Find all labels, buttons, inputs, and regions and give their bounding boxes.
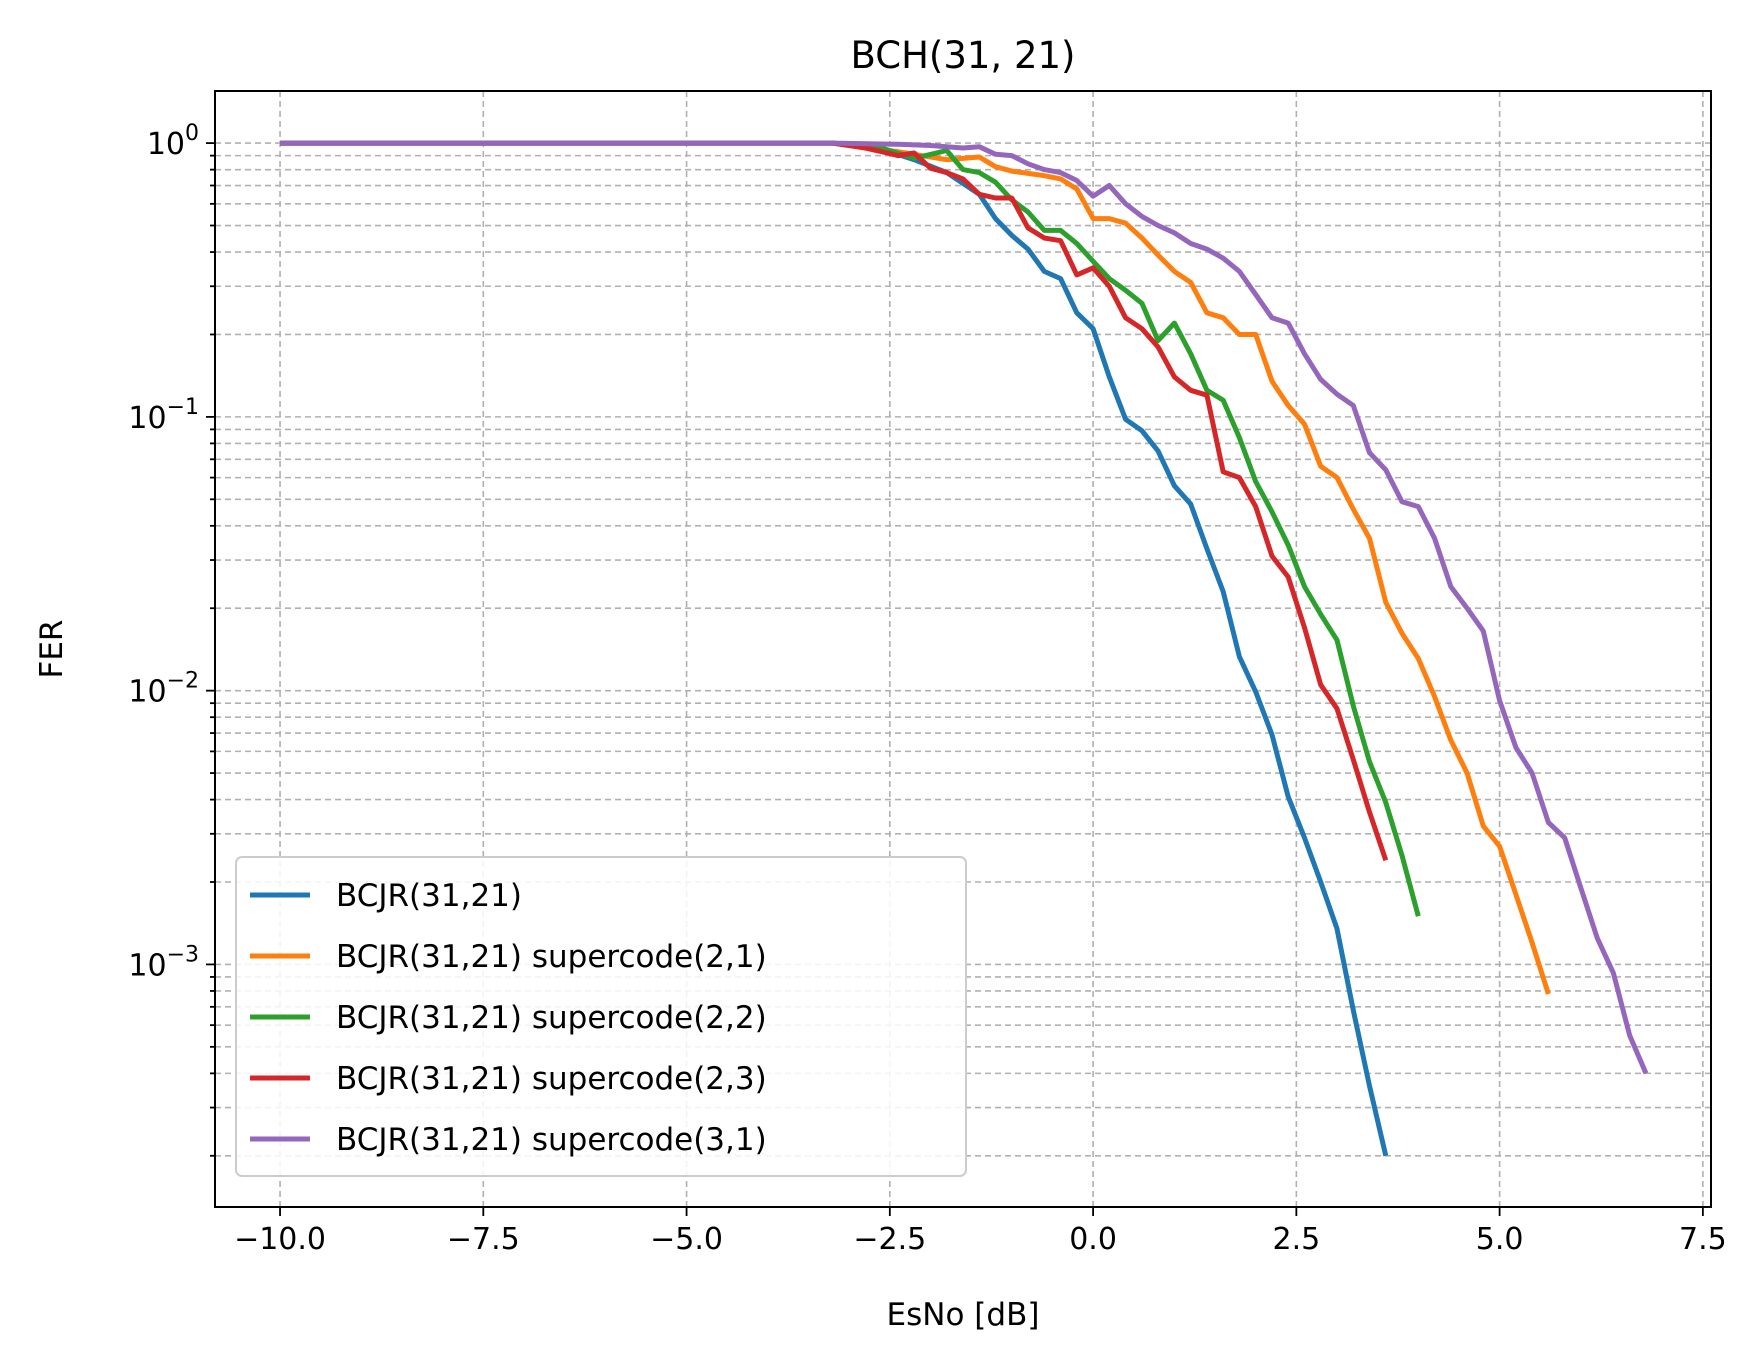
x-tick-label: −10.0 <box>234 1222 326 1257</box>
plot-frame <box>214 90 1712 1208</box>
x-axis-label: EsNo [dB] <box>887 1297 1040 1333</box>
plot-lines <box>280 140 1649 1157</box>
legend: BCJR(31,21) BCJR(31,21) supercode(2,1) BCJ… <box>235 856 967 1177</box>
axis-ticks: −10.0 −7.5 −5.0 −2.5 0.0 2.5 5.0 7.5 10−3 10−2 10−… <box>128 121 1726 1257</box>
chart-title: BCH(31, 21) <box>851 34 1076 77</box>
x-tick-label: −2.5 <box>853 1222 926 1257</box>
series-line-2 <box>280 140 1551 995</box>
y-tick-label: 10−1 <box>128 395 199 436</box>
legend-label: BCJR(31,21) supercode(2,3) <box>336 1061 767 1097</box>
series-line-3 <box>280 140 1421 917</box>
x-tick-label: 0.0 <box>1069 1222 1117 1257</box>
legend-label: BCJR(31,21) supercode(2,2) <box>336 1000 767 1036</box>
series-line-5 <box>280 140 1649 1075</box>
x-tick-label: 5.0 <box>1476 1222 1524 1257</box>
legend-label: BCJR(31,21) supercode(3,1) <box>336 1122 767 1158</box>
x-tick-label: −5.0 <box>650 1222 723 1257</box>
legend-label: BCJR(31,21) supercode(2,1) <box>336 939 767 975</box>
y-tick-label: 100 <box>147 121 199 162</box>
y-axis-label: FER <box>34 620 70 679</box>
x-tick-label: 7.5 <box>1679 1222 1727 1257</box>
x-tick-label: 2.5 <box>1272 1222 1320 1257</box>
series-line-4 <box>280 140 1389 862</box>
y-tick-label: 10−2 <box>128 669 199 710</box>
legend-box <box>235 856 967 1177</box>
x-tick-label: −7.5 <box>447 1222 520 1257</box>
y-tick-label: 10−3 <box>128 942 199 983</box>
legend-label: BCJR(31,21) <box>336 878 522 914</box>
